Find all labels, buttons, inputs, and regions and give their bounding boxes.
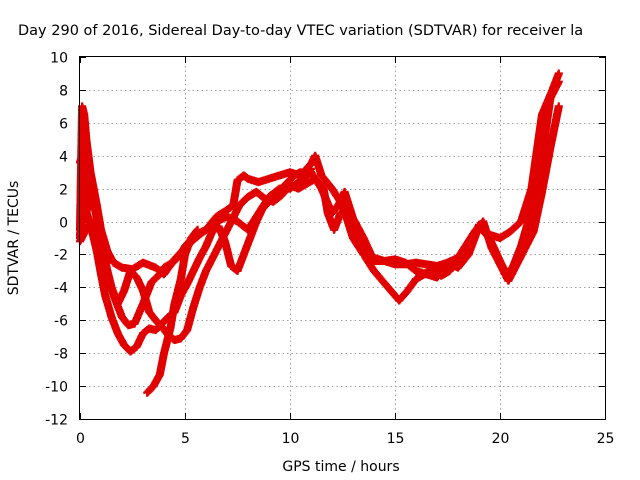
- chart-title: Day 290 of 2016, Sidereal Day-to-day VTE…: [18, 23, 583, 39]
- y-axis-label: SDTVAR / TECUs: [6, 181, 22, 296]
- y-tick-label: -8: [54, 347, 68, 363]
- y-tick-label: -10: [45, 380, 68, 396]
- series-5: [143, 225, 202, 397]
- x-tick-label: 5: [181, 431, 190, 447]
- x-tick-label: 15: [387, 431, 405, 447]
- y-tick-label: 0: [59, 216, 68, 232]
- data-point: [554, 77, 563, 86]
- axis-ticks: 0 5 10 15 20 25 -12 -10 -8 -6 -4 -2 0 2 4 6 8 10: [45, 51, 614, 448]
- x-axis-label: GPS time / hours: [282, 459, 399, 475]
- x-tick-label: 0: [76, 431, 85, 447]
- data-point: [554, 102, 563, 111]
- data-points: [76, 69, 563, 397]
- data-point: [193, 225, 202, 234]
- y-tick-label: 10: [50, 51, 68, 67]
- x-tick-label: 25: [597, 431, 615, 447]
- plot-frame: [79, 56, 606, 420]
- y-tick-label: -12: [45, 413, 68, 429]
- y-tick-label: -6: [54, 314, 68, 330]
- y-tick-label: -4: [54, 281, 68, 297]
- y-tick-label: 4: [59, 150, 68, 166]
- series-4: [76, 164, 315, 356]
- data-point: [554, 69, 563, 78]
- data-point: [307, 164, 315, 173]
- series-6: [76, 151, 95, 218]
- y-tick-label: -2: [54, 248, 68, 264]
- series-3: [76, 102, 563, 344]
- x-tick-label: 20: [492, 431, 510, 447]
- data-point: [86, 178, 95, 187]
- series-2: [76, 77, 563, 330]
- y-tick-label: 6: [59, 117, 68, 133]
- x-tick-label: 10: [282, 431, 300, 447]
- y-tick-label: 2: [59, 183, 68, 199]
- y-tick-label: 8: [59, 84, 68, 100]
